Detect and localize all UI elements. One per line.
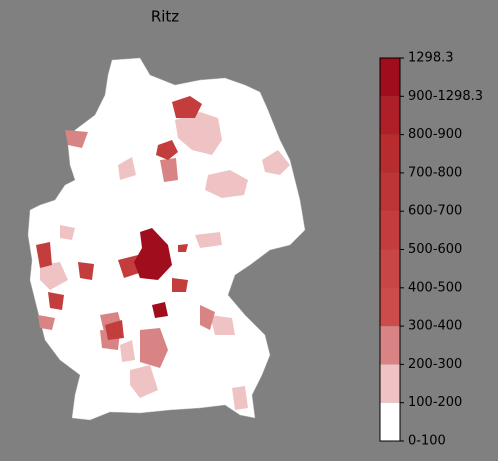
colorbar-label: 100-200 xyxy=(408,395,462,410)
region-medium xyxy=(38,130,215,368)
colorbar-segment xyxy=(380,211,400,250)
region-light xyxy=(40,112,290,410)
colorbar-segment xyxy=(380,96,400,135)
region-darkest xyxy=(134,228,172,318)
colorbar-segment xyxy=(380,249,400,288)
colorbar-segment xyxy=(380,402,400,441)
colorbar-segment xyxy=(380,364,400,403)
colorbar-segment xyxy=(380,58,400,97)
colorbar-label: 200-300 xyxy=(408,357,462,372)
germany-map xyxy=(27,57,306,421)
colorbar-segment xyxy=(380,134,400,173)
colorbar-label: 900-1298.3 xyxy=(408,89,483,104)
country-outline xyxy=(27,57,306,421)
map-title: Ritz xyxy=(151,8,179,26)
colorbar-segment xyxy=(380,326,400,365)
colorbar-label: 800-900 xyxy=(408,127,462,142)
colorbar: 0-100 100-200 200-300 300-400 400-500 500-600… xyxy=(379,51,483,449)
colorbar-label: 400-500 xyxy=(408,280,462,295)
colorbar-label: 300-400 xyxy=(408,319,462,334)
colorbar-segment xyxy=(380,287,400,327)
colorbar-label: 700-800 xyxy=(408,165,462,180)
colorbar-label: 0-100 xyxy=(408,434,446,449)
colorbar-label: 1298.3 xyxy=(408,51,454,66)
colorbar-label: 500-600 xyxy=(408,242,462,257)
colorbar-segment xyxy=(380,172,400,212)
region-dark xyxy=(36,96,202,340)
colorbar-label: 600-700 xyxy=(408,204,462,219)
